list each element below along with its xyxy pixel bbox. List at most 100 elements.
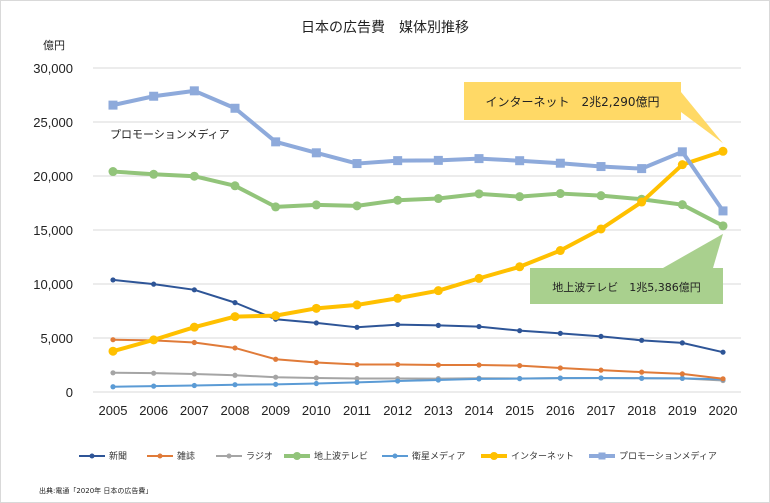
- data-point: [474, 189, 484, 199]
- data-point: [679, 375, 685, 381]
- data-point: [393, 293, 403, 303]
- data-point: [354, 324, 360, 330]
- data-point: [557, 330, 563, 336]
- data-point: [433, 286, 443, 296]
- data-point: [555, 246, 565, 256]
- x-tick-label: 2011: [343, 403, 371, 418]
- x-tick-label: 2014: [465, 403, 494, 418]
- x-tick-label: 2006: [139, 403, 168, 418]
- source-note: 出典:電通「2020年 日本の広告費」: [39, 486, 152, 495]
- y-tick-label: 10,000: [33, 277, 73, 292]
- series-line: [112, 278, 724, 354]
- annotation-internet: インターネット 2兆2,290億円: [486, 95, 660, 109]
- data-point: [271, 202, 281, 212]
- data-point: [230, 312, 240, 322]
- data-point: [151, 370, 157, 376]
- data-point: [230, 181, 240, 191]
- legend-label: プロモーションメディア: [619, 450, 717, 462]
- series-line: [112, 376, 724, 388]
- y-tick-label: 15,000: [33, 223, 73, 238]
- data-point: [476, 376, 482, 382]
- data-point: [352, 159, 362, 169]
- legend-marker: [226, 453, 232, 459]
- data-point: [557, 365, 563, 371]
- data-point: [191, 287, 197, 293]
- data-point: [271, 311, 281, 321]
- data-point: [191, 382, 197, 389]
- data-point: [151, 383, 157, 389]
- data-point: [639, 375, 645, 381]
- data-point: [677, 147, 687, 157]
- legend-label: ラジオ: [246, 451, 273, 462]
- x-tick-label: 2016: [546, 403, 575, 418]
- y-axis-unit-label: 億円: [43, 39, 65, 52]
- legend-marker: [293, 452, 301, 460]
- x-tick-label: 2007: [180, 403, 209, 418]
- data-point: [149, 169, 159, 179]
- data-point: [393, 156, 403, 166]
- series-line: [112, 88, 725, 213]
- x-tick-label: 2017: [587, 403, 616, 418]
- series-line: [112, 338, 724, 380]
- legend-marker: [490, 452, 498, 460]
- y-tick-label: 25,000: [33, 115, 73, 130]
- data-point: [555, 158, 565, 168]
- data-point: [679, 371, 685, 377]
- x-tick-label: 2018: [627, 403, 656, 418]
- data-point: [271, 137, 281, 147]
- data-point: [596, 191, 606, 201]
- data-point: [517, 376, 523, 382]
- data-point: [311, 148, 321, 158]
- data-point: [149, 335, 159, 345]
- data-point: [718, 221, 728, 231]
- data-point: [232, 382, 238, 388]
- y-axis-ticks: 0 5,000 10,000 15,000 20,000 25,000 30,000: [33, 61, 73, 400]
- data-point: [517, 363, 523, 369]
- data-point: [395, 378, 401, 384]
- data-point: [189, 171, 199, 181]
- data-point: [311, 303, 321, 313]
- data-point: [637, 197, 647, 207]
- callout-box-tv: [530, 268, 723, 304]
- data-point: [189, 86, 199, 96]
- data-point: [637, 164, 647, 174]
- legend-label: 雑誌: [177, 450, 195, 462]
- data-point: [393, 195, 403, 205]
- legend-label: 新聞: [109, 450, 127, 462]
- legend-marker: [598, 452, 606, 460]
- data-point: [433, 194, 443, 204]
- data-point: [189, 322, 199, 332]
- data-point: [517, 328, 523, 334]
- data-point: [476, 323, 482, 330]
- data-point: [639, 337, 645, 343]
- series-line: [112, 371, 724, 382]
- data-point: [435, 377, 441, 383]
- data-point: [679, 340, 685, 346]
- legend: 新聞 雑誌 ラジオ 地上波テレビ 衛星メディア インターネット プロモーションメディア: [79, 450, 717, 462]
- data-point: [718, 146, 728, 156]
- x-tick-label: 2019: [668, 403, 697, 418]
- data-point: [313, 320, 319, 326]
- data-point: [476, 362, 482, 368]
- data-point: [352, 201, 362, 211]
- data-point: [515, 192, 525, 202]
- data-point: [191, 371, 197, 377]
- data-point: [557, 375, 563, 381]
- data-point: [596, 162, 606, 172]
- series-line: [112, 169, 724, 228]
- legend-marker: [89, 453, 95, 459]
- data-point: [639, 369, 645, 375]
- legend-label: 衛星メディア: [412, 450, 465, 462]
- data-point: [191, 339, 197, 346]
- y-tick-label: 30,000: [33, 61, 73, 76]
- data-point: [313, 375, 319, 381]
- data-point: [677, 200, 687, 210]
- data-point: [273, 381, 279, 387]
- x-tick-label: 2012: [383, 403, 412, 418]
- callout-box-internet: [464, 82, 681, 120]
- x-tick-label: 2008: [221, 403, 250, 418]
- data-point: [433, 155, 443, 165]
- callout-pointer-internet: [681, 92, 723, 144]
- data-point: [435, 362, 441, 368]
